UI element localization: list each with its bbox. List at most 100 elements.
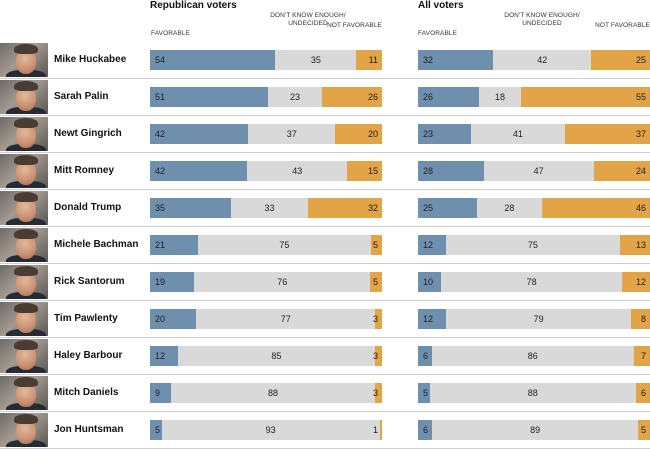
republican-favorable-segment: 21 — [150, 235, 199, 255]
candidate-photo — [0, 228, 48, 262]
republican-not-favorable-value: 5 — [372, 240, 378, 250]
all-favorable-value: 32 — [423, 55, 434, 65]
candidate-name: Rick Santorum — [54, 276, 125, 287]
republican-bar-haley-barbour: 12 85 3 — [150, 346, 382, 366]
all-dont-know-value: 75 — [527, 240, 538, 250]
all-dont-know-value: 42 — [537, 55, 548, 65]
all-not-favorable-segment: 13 — [619, 235, 650, 255]
all-not-favorable-value: 12 — [635, 277, 646, 287]
republican-bar-donald-trump: 35 33 32 — [150, 198, 382, 218]
republican-favorable-value: 5 — [155, 425, 161, 435]
candidate-name: Jon Huntsman — [54, 424, 124, 435]
republican-dont-know-segment: 43 — [247, 161, 348, 181]
all-dont-know-segment: 18 — [478, 87, 522, 107]
candidate-photo — [0, 339, 48, 373]
republican-favorable-value: 42 — [155, 166, 166, 176]
candidate-photo — [0, 376, 48, 410]
republican-not-favorable-segment: 5 — [370, 272, 382, 292]
republican-dont-know-segment: 76 — [194, 272, 371, 292]
republican-bar-rick-santorum: 19 76 5 — [150, 272, 382, 292]
all-dont-know-segment: 79 — [446, 309, 632, 329]
all-favorable-value: 6 — [423, 425, 429, 435]
all-dont-know-value: 78 — [526, 277, 537, 287]
republican-favorable-value: 9 — [155, 388, 161, 398]
all-dont-know-header: DON'T KNOW ENOUGH/ UNDECIDED — [504, 12, 580, 27]
all-bar-haley-barbour: 6 86 7 — [418, 346, 650, 366]
row-divider — [0, 263, 650, 264]
republican-bar-jon-huntsman: 5 93 1 — [150, 420, 382, 440]
republican-not-favorable-value: 32 — [367, 203, 378, 213]
all-not-favorable-value: 8 — [640, 314, 646, 324]
all-favorable-segment: 6 — [418, 420, 432, 440]
republican-dont-know-segment: 93 — [161, 420, 380, 440]
republican-bar-mitt-romney: 42 43 15 — [150, 161, 382, 181]
candidate-row: Haley Barbour 12 85 3 6 86 7 — [0, 338, 650, 375]
republican-bar-newt-gingrich: 42 37 20 — [150, 124, 382, 144]
republican-favorable-value: 42 — [155, 129, 166, 139]
all-dont-know-segment: 89 — [431, 420, 639, 440]
republican-favorable-segment: 19 — [150, 272, 195, 292]
republican-not-favorable-value: 11 — [368, 55, 378, 65]
all-dont-know-value: 18 — [495, 92, 506, 102]
republican-not-favorable-value: 26 — [367, 92, 378, 102]
all-dont-know-value: 41 — [512, 129, 523, 139]
candidate-photo — [0, 154, 48, 188]
all-dont-know-segment: 78 — [441, 272, 623, 292]
republican-dont-know-value: 76 — [277, 277, 288, 287]
all-favorable-segment: 28 — [418, 161, 484, 181]
all-not-favorable-segment: 37 — [565, 124, 650, 144]
candidate-name: Tim Pawlenty — [54, 313, 118, 324]
candidate-photo — [0, 413, 48, 447]
republican-not-favorable-segment: 11 — [356, 50, 382, 70]
candidate-photo — [0, 302, 48, 336]
republican-favorable-value: 51 — [155, 92, 166, 102]
all-bar-mitt-romney: 28 47 24 — [418, 161, 650, 181]
republican-dont-know-segment: 33 — [231, 198, 308, 218]
republican-not-favorable-value: 3 — [372, 351, 378, 361]
all-favorable-segment: 12 — [418, 235, 446, 255]
candidate-row: Newt Gingrich 42 37 20 23 41 37 — [0, 116, 650, 153]
candidate-photo — [0, 43, 48, 77]
all-not-favorable-header: NOT FAVORABLE — [595, 22, 650, 29]
republican-not-favorable-value: 5 — [372, 277, 378, 287]
republican-not-favorable-segment: 3 — [373, 383, 382, 403]
all-not-favorable-value: 5 — [640, 425, 646, 435]
candidate-name: Sarah Palin — [54, 91, 109, 102]
republican-dont-know-value: 88 — [267, 388, 278, 398]
republican-dont-know-value: 33 — [264, 203, 275, 213]
all-bar-rick-santorum: 10 78 12 — [418, 272, 650, 292]
all-bar-donald-trump: 25 28 46 — [418, 198, 650, 218]
all-favorable-value: 28 — [423, 166, 434, 176]
republican-not-favorable-value: 15 — [367, 166, 378, 176]
republican-voters-title: Republican voters — [150, 0, 237, 11]
candidate-row: Tim Pawlenty 20 77 3 12 79 8 — [0, 301, 650, 338]
republican-bar-sarah-palin: 51 23 26 — [150, 87, 382, 107]
republican-dont-know-header: DON'T KNOW ENOUGH/ UNDECIDED — [270, 12, 346, 27]
republican-favorable-segment: 42 — [150, 124, 249, 144]
all-bar-newt-gingrich: 23 41 37 — [418, 124, 650, 144]
all-not-favorable-segment: 12 — [622, 272, 650, 292]
all-dont-know-value: 89 — [530, 425, 541, 435]
republican-favorable-value: 54 — [155, 55, 166, 65]
row-divider — [0, 411, 650, 412]
all-voters-title: All voters — [418, 0, 464, 11]
all-dont-know-value: 28 — [504, 203, 515, 213]
republican-favorable-value: 35 — [155, 203, 166, 213]
all-not-favorable-value: 46 — [635, 203, 646, 213]
all-dont-know-segment: 86 — [432, 346, 634, 366]
all-not-favorable-value: 7 — [640, 351, 646, 361]
all-not-favorable-value: 25 — [635, 55, 646, 65]
row-divider — [0, 189, 650, 190]
republican-bar-michele-bachman: 21 75 5 — [150, 235, 382, 255]
republican-dont-know-value: 85 — [271, 351, 282, 361]
all-not-favorable-value: 55 — [635, 92, 646, 102]
republican-not-favorable-value: 3 — [372, 314, 378, 324]
all-favorable-value: 26 — [423, 92, 434, 102]
all-bar-jon-huntsman: 6 89 5 — [418, 420, 650, 440]
all-not-favorable-value: 24 — [635, 166, 646, 176]
republican-not-favorable-value: 1 — [372, 425, 378, 435]
candidate-name: Mike Huckabee — [54, 54, 127, 65]
all-favorable-header: FAVORABLE — [418, 30, 458, 37]
all-favorable-value: 12 — [423, 240, 434, 250]
republican-dont-know-segment: 77 — [196, 309, 376, 329]
